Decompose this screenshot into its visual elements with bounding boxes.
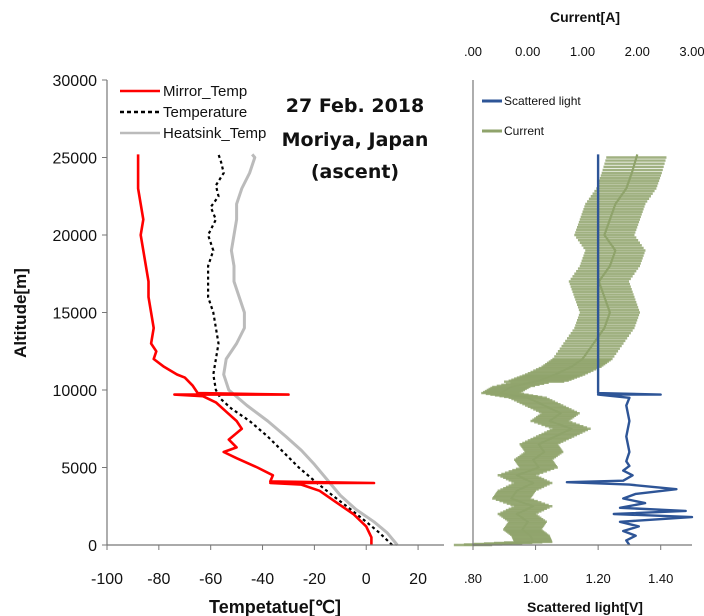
series-heatsink-temp [222, 153, 399, 546]
annotation-location: Moriya, Japan [282, 129, 429, 151]
left-y-tick-label: 25000 [53, 151, 98, 168]
right-top-ticks: .00 0.00 1.00 2.00 3.00 [464, 44, 704, 59]
chart-annotation: 27 Feb. 2018 Moriya, Japan (ascent) [282, 95, 429, 183]
left-y-tick-label: 15000 [53, 306, 98, 323]
series-temperature [207, 154, 393, 546]
series-scattered-light [565, 154, 694, 546]
left-x-tick-label: -20 [303, 571, 326, 588]
right-x-ticks: .80 1.00 1.20 1.40 [464, 545, 673, 586]
right-legend: Scattered light Current [482, 94, 581, 138]
legend-label: Current [504, 124, 545, 138]
temperature-profile-chart: -100 -80 -60 -40 -20 0 20 0 5000 10000 15000 20000… [11, 73, 444, 616]
left-x-ticks: -100 -80 -60 -40 -20 0 20 [91, 545, 427, 588]
left-y-ticks: 0 5000 10000 15000 20000 25000 30000 [53, 73, 107, 555]
left-y-tick-label: 0 [88, 538, 97, 555]
scattered-light-current-series-group [453, 154, 694, 547]
right-top-tick-label: 1.00 [570, 44, 595, 59]
right-top-tick-label: 0.00 [515, 44, 540, 59]
right-top-tick-label: .00 [464, 44, 482, 59]
right-top-axis-title: Current[A] [550, 9, 620, 25]
left-y-tick-label: 10000 [53, 383, 98, 400]
legend-label: Heatsink_Temp [163, 125, 266, 142]
left-x-tick-label: 20 [409, 571, 427, 588]
legend-label: Temperature [163, 104, 247, 121]
series-mirror-temp [136, 154, 376, 545]
left-x-tick-label: -80 [147, 571, 170, 588]
left-x-tick-label: -40 [251, 571, 274, 588]
left-y-tick-label: 30000 [53, 73, 98, 90]
annotation-phase: (ascent) [311, 161, 399, 183]
left-x-tick-label: 0 [362, 571, 371, 588]
left-y-tick-label: 20000 [53, 228, 98, 245]
right-top-tick-label: 3.00 [679, 44, 704, 59]
left-y-axis-title: Altitude[m] [11, 268, 30, 358]
temperature-series-group [136, 153, 399, 546]
left-x-axis-title: Tempetatue[℃] [209, 597, 341, 616]
annotation-date: 27 Feb. 2018 [286, 95, 424, 117]
left-x-tick-label: -100 [91, 571, 123, 588]
scattered-light-current-chart: .80 1.00 1.20 1.40 .00 0.00 1.00 2.00 3.00 Scat… [453, 9, 704, 615]
right-x-tick-label: 1.00 [523, 571, 548, 586]
right-x-tick-label: 1.20 [585, 571, 610, 586]
right-x-tick-label: .80 [464, 571, 482, 586]
left-legend: Mirror_Temp Temperature Heatsink_Temp [120, 83, 266, 142]
left-x-tick-label: -60 [199, 571, 222, 588]
legend-label: Mirror_Temp [163, 83, 247, 100]
right-x-axis-title: Scattered light[V] [527, 599, 643, 615]
legend-label: Scattered light [504, 94, 581, 108]
left-y-tick-label: 5000 [61, 461, 97, 478]
right-top-tick-label: 2.00 [625, 44, 650, 59]
right-x-tick-label: 1.40 [648, 571, 673, 586]
